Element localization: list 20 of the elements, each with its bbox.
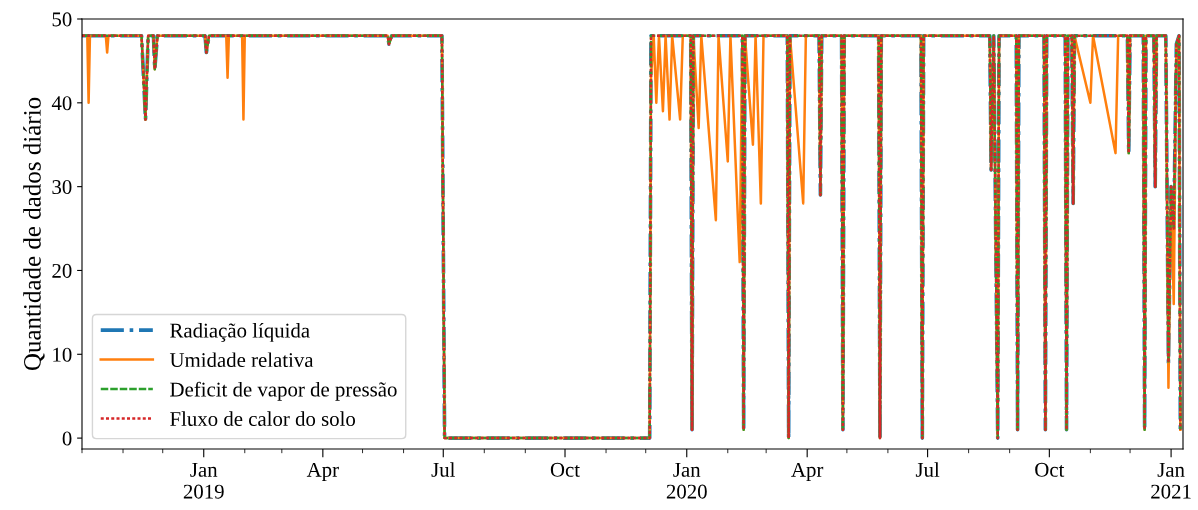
y-tick-label: 10 [53,347,72,362]
y-tick-label: 50 [52,12,72,27]
x-tick-label: Oct [1035,462,1065,477]
y-axis-title: Quantidade de dados diário [23,97,45,371]
legend-label: Deficit de vapor de pressão [170,381,397,401]
y-tick-label: 30 [52,180,72,195]
x-tick-label: Jan 2019 [183,463,224,499]
y-tick-label: 40 [51,96,72,111]
legend-label: Fluxo de calor do solo [170,411,356,427]
x-tick-label: Jan 2020 [666,463,707,499]
legend-label: Radiação líquida [170,322,310,342]
y-tick-label: 20 [52,263,72,278]
x-tick-label: Jul [915,462,940,477]
legend-label: Umidade relativa [169,352,314,368]
x-tick-label: Jul [431,462,455,477]
x-tick-label: Oct [550,462,580,477]
x-tick-label: Apr [306,462,339,482]
x-tick-label: Jan 2021 [1151,463,1191,499]
y-tick-label: 0 [62,431,72,446]
x-tick-label: Apr [791,462,824,482]
